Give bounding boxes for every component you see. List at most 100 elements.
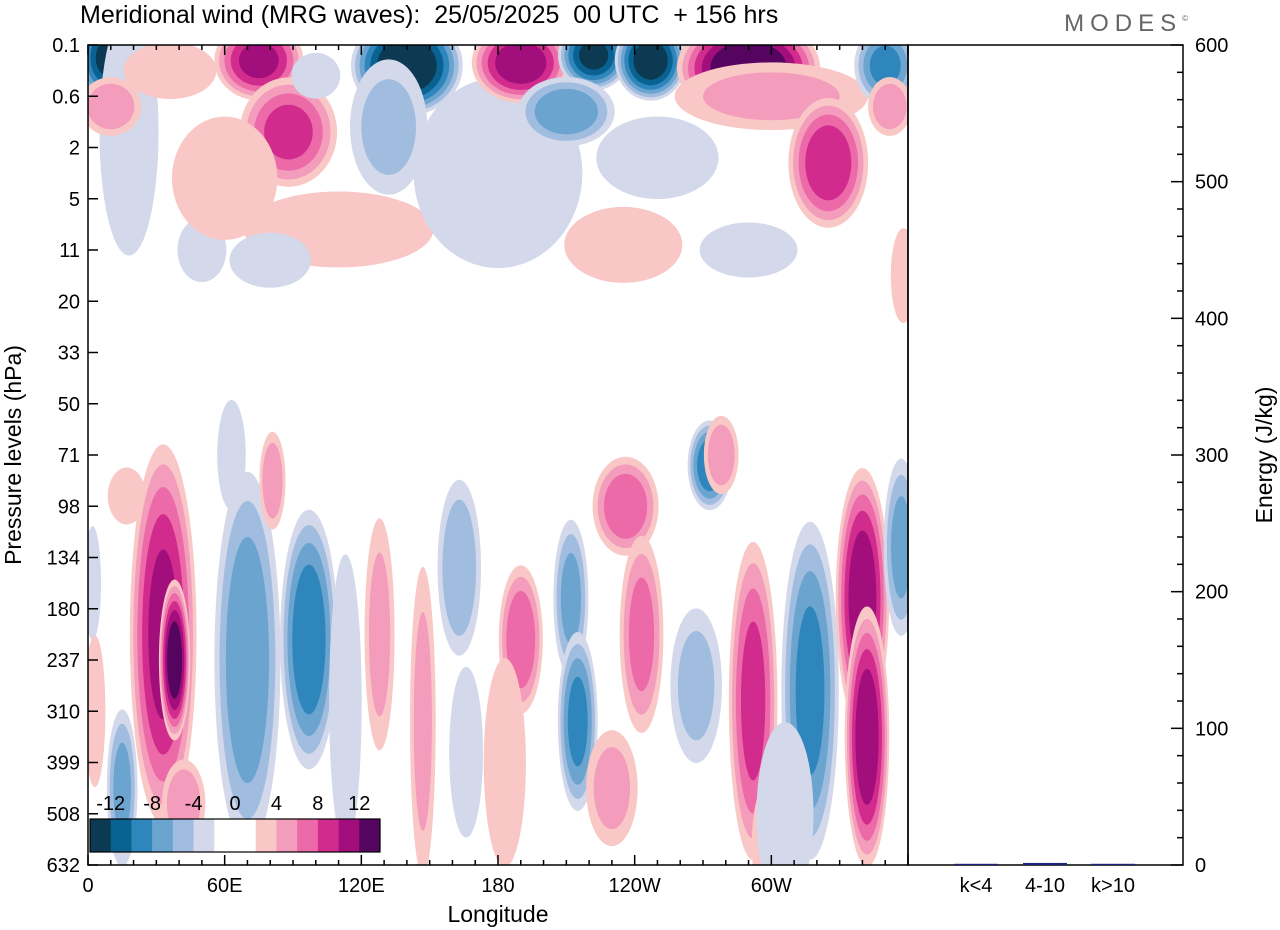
contour-band	[238, 45, 279, 79]
pressure-tick-label: 11	[59, 240, 80, 262]
colorbar-swatch	[152, 819, 174, 852]
contour-band	[329, 554, 362, 848]
contour-band	[855, 668, 879, 805]
wind-anomaly-feature-46	[557, 632, 598, 811]
energy-category-label: k>10	[1091, 875, 1135, 897]
longitude-tick-label: 60E	[207, 875, 243, 897]
contour-band	[579, 45, 609, 70]
longitude-tick-label: 60W	[751, 875, 792, 897]
pressure-tick-label: 50	[58, 394, 80, 416]
pressure-tick-label: 2	[69, 138, 80, 160]
energy-bars	[954, 862, 1135, 865]
wind-anomaly-feature-26	[229, 232, 311, 288]
colorbar-label: 0	[229, 793, 240, 815]
contour-band	[229, 232, 311, 288]
longitude-axis: 0 60E 120E 180 120W 60W	[82, 45, 909, 897]
energy-tick-label: 300	[1195, 445, 1228, 467]
wind-anomaly-feature-24	[564, 206, 683, 283]
energy-tick-label: 100	[1195, 718, 1228, 740]
contour-band	[413, 612, 432, 831]
colorbar-label: -12	[96, 793, 125, 815]
colorbar-swatch	[359, 819, 381, 852]
pressure-tick-label: 0.1	[52, 35, 80, 57]
energy-tick-label: 600	[1195, 35, 1228, 57]
contour-band	[483, 658, 526, 865]
contour-band	[113, 742, 132, 834]
contour-band	[805, 125, 852, 201]
wind-anomaly-feature-18	[596, 116, 719, 200]
pressure-tick-label: 399	[47, 753, 80, 775]
contour-band	[567, 676, 588, 767]
pressure-tick-label: 632	[47, 855, 80, 877]
wind-anomaly-feature-51	[703, 415, 739, 495]
x-axis-title: Longitude	[447, 901, 548, 927]
contour-band	[262, 442, 283, 519]
colorbar-swatch	[131, 819, 153, 852]
energy-tick-label: 0	[1195, 855, 1206, 877]
colorbar-swatch	[297, 819, 319, 852]
longitude-tick-label: 120W	[609, 875, 661, 897]
longitude-tick-label: 0	[82, 875, 93, 897]
colorbar-swatch	[255, 819, 277, 852]
contour-band	[217, 399, 246, 511]
y-axis-title: Pressure levels (hPa)	[0, 345, 26, 565]
contour-band	[560, 553, 581, 644]
wind-anomaly-feature-40	[364, 518, 395, 751]
contour-band	[291, 52, 341, 99]
energy-bar	[954, 863, 998, 865]
wind-anomaly-feature-43	[449, 666, 483, 838]
contour-band	[628, 577, 655, 692]
wind-anomaly-feature-11	[350, 59, 428, 195]
energy-tick-label: 400	[1195, 308, 1228, 330]
pressure-tick-label: 310	[47, 701, 80, 723]
wind-anomaly-feature-4	[123, 45, 217, 100]
colorbar-swatch	[172, 819, 194, 852]
pressure-tick-label: 71	[58, 445, 80, 467]
contour-band	[167, 621, 183, 699]
colorbar-frame	[89, 818, 381, 853]
energy-category-label: k<4	[960, 875, 993, 897]
contour-band	[368, 552, 391, 717]
longitude-tick-label: 180	[481, 875, 514, 897]
colorbar-swatch	[214, 819, 236, 852]
colorbar-swatch	[90, 819, 112, 852]
wind-anomaly-feature-28	[107, 467, 146, 525]
contour-band	[596, 116, 719, 200]
heatmap-field	[88, 45, 908, 865]
pressure-tick-label: 134	[47, 548, 80, 570]
contour-band	[88, 526, 101, 641]
energy-axis: 0 100 200 300 400 500 600	[1171, 35, 1228, 877]
colorbar-label: -8	[143, 793, 161, 815]
wind-anomaly-feature-58	[883, 458, 908, 636]
contour-band	[495, 45, 547, 84]
contour-band	[677, 630, 715, 741]
colorbar-swatch	[276, 819, 298, 852]
brand-logo: MODES©	[1064, 10, 1188, 38]
energy-frame	[907, 44, 1184, 866]
wind-anomaly-feature-39	[329, 554, 362, 848]
contour-band	[506, 590, 536, 689]
colorbar-label: 8	[312, 793, 323, 815]
pressure-tick-label: 98	[58, 496, 80, 518]
pressure-tick-label: 20	[58, 291, 80, 313]
wind-anomaly-feature-35	[214, 471, 281, 849]
contour-band	[699, 222, 798, 278]
wind-anomaly-feature-8	[171, 116, 278, 240]
brand-name: MODES	[1064, 10, 1183, 37]
energy-categories: k<4 4-10 k>10	[960, 875, 1135, 897]
contour-band	[534, 88, 599, 135]
colorbar-swatch	[338, 819, 360, 852]
contour-band	[107, 467, 146, 525]
contour-band	[603, 473, 648, 539]
wind-anomaly-feature-38	[217, 399, 246, 511]
wind-anomaly-feature-48	[619, 535, 664, 733]
brand-mark: ©	[1182, 14, 1188, 23]
wind-anomaly-feature-21	[788, 98, 869, 228]
pressure-tick-label: 180	[47, 599, 80, 621]
longitude-tick-label: 120E	[338, 875, 385, 897]
pressure-tick-label: 33	[58, 343, 80, 365]
contour-band	[123, 45, 217, 100]
wind-anomaly-feature-32	[158, 579, 191, 741]
contour-band	[449, 666, 483, 838]
